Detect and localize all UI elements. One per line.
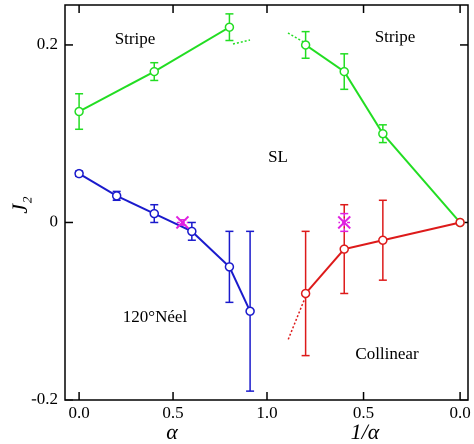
data-point	[455, 217, 465, 228]
y-tick-label: 0.2	[37, 34, 58, 53]
series-line	[304, 221, 461, 295]
annotation: 120°Néel	[123, 307, 188, 326]
data-point	[187, 226, 197, 237]
data-point	[339, 244, 349, 254]
data-point	[224, 22, 235, 32]
y-axis-label: J₂	[7, 196, 32, 214]
annotation: Stripe	[115, 29, 156, 48]
x-axis-label: 1/α	[351, 419, 380, 444]
y-tick-label: -0.2	[31, 389, 58, 408]
x-tick-label: 0.0	[68, 403, 89, 422]
data-point	[378, 235, 388, 245]
data-point	[378, 128, 388, 139]
data-point	[224, 262, 235, 272]
series-line	[305, 44, 461, 224]
data-point	[74, 106, 84, 117]
annotation: SL	[268, 147, 288, 166]
data-point	[245, 306, 255, 316]
x-tick-label: 0.0	[449, 403, 470, 422]
annotation: Stripe	[375, 27, 416, 46]
extrapolation	[232, 39, 251, 45]
x-tick-label: 0.5	[353, 403, 374, 422]
extrapolation	[287, 292, 308, 341]
x-tick-label: 0.5	[162, 403, 183, 422]
data-point	[300, 40, 311, 50]
series-line	[78, 172, 251, 312]
data-point	[300, 288, 311, 299]
y-tick-label: 0	[50, 211, 59, 230]
data-point	[74, 168, 84, 179]
plot-frame	[64, 4, 469, 401]
data-point	[339, 66, 349, 77]
x-tick-label: 1.0	[256, 403, 277, 422]
data-point	[149, 66, 160, 77]
x-axis-label: α	[166, 419, 178, 444]
data-point	[111, 191, 122, 201]
data-point	[337, 215, 351, 230]
data-point	[175, 215, 190, 230]
data-point	[149, 208, 160, 219]
annotation: Collinear	[355, 344, 419, 363]
